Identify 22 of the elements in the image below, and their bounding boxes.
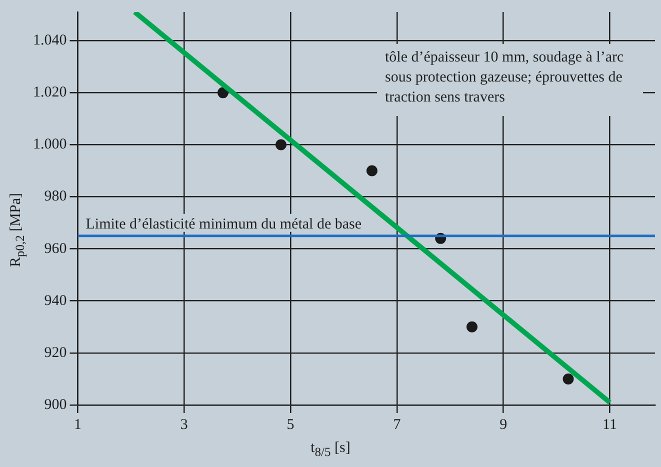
y-tick-label: 920: [44, 344, 67, 361]
ref-line-label: Limite d’élasticité minimum du métal de base: [86, 216, 362, 232]
x-tick-label: 3: [180, 416, 188, 433]
annotation: tôle d’épaisseur 10 mm, soudage à l’arc sous protection gazeuse; éprouvettes de traction sens travers: [385, 49, 624, 106]
point: [562, 373, 574, 384]
point: [466, 321, 478, 332]
x-tick-label: 9: [500, 416, 508, 433]
y-tick-label: 1.000: [33, 136, 67, 153]
y-tick-label: 960: [44, 240, 67, 257]
x-axis-title: t$_{8/5}$ [s]: [310, 440, 352, 460]
y-tick-label: 1.040: [33, 32, 67, 49]
y-tick-label: 940: [44, 292, 67, 309]
point: [366, 165, 378, 176]
y-tick-label: 980: [44, 188, 67, 205]
y-tick-label: 900: [44, 396, 67, 413]
point: [275, 139, 286, 150]
y-tick-label: 1.020: [33, 84, 67, 101]
x-tick-label: 5: [286, 416, 294, 433]
point: [217, 87, 228, 98]
x-tick-label: 11: [602, 416, 618, 433]
x-tick-label: 1: [74, 416, 82, 433]
x-tick-label: 7: [393, 416, 402, 433]
